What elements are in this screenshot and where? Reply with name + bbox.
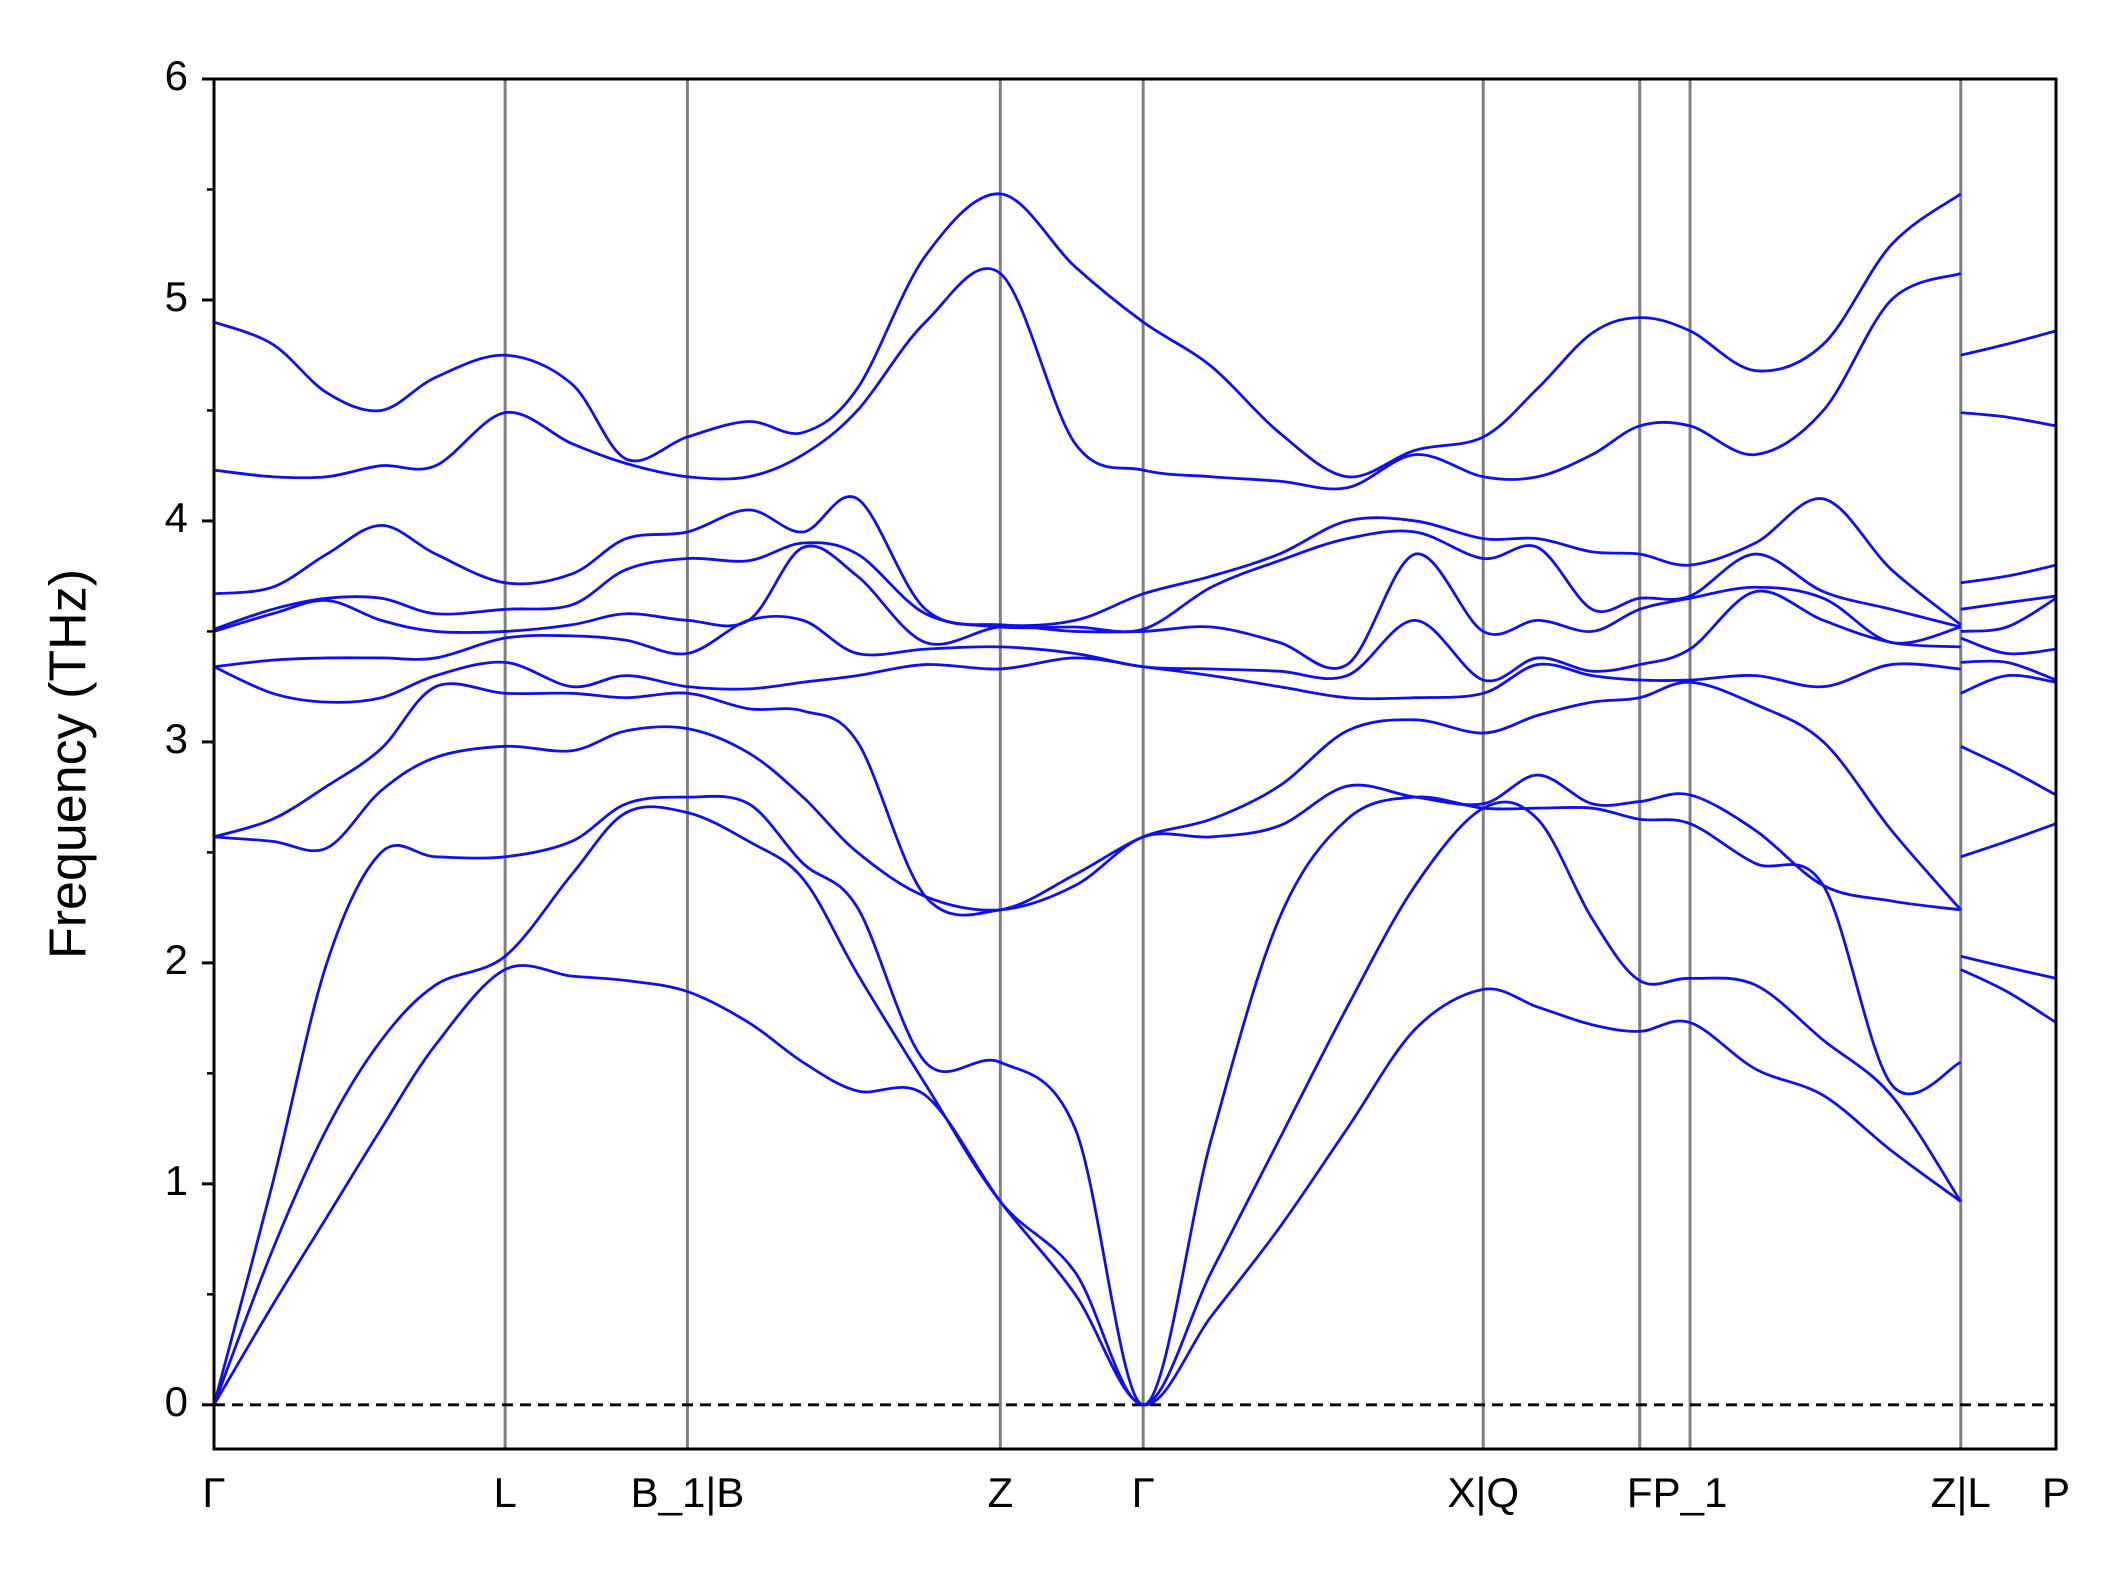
band-line — [213, 544, 2057, 670]
y-tick-label: 3 — [165, 715, 188, 762]
x-tick-label: Γ — [202, 1469, 225, 1516]
x-tick-label: L — [493, 1469, 516, 1516]
band-line — [213, 267, 2057, 491]
x-tick-label: X|Q — [1447, 1469, 1519, 1516]
band-line — [213, 495, 2057, 628]
band-line — [213, 589, 2057, 683]
y-tick-label: 0 — [165, 1378, 188, 1425]
band-line — [213, 656, 2057, 704]
y-axis-label: Frequency (THz) — [40, 569, 98, 959]
plot-frame — [212, 77, 2058, 1451]
band-line — [212, 800, 2057, 1407]
x-tick-label: Z|L — [1931, 1469, 1991, 1516]
y-tick-label: 1 — [165, 1157, 188, 1204]
y-tick-label: 2 — [165, 936, 188, 983]
x-tick-label: B_1|B — [631, 1469, 745, 1516]
band-line — [213, 673, 2057, 917]
y-tick-label: 4 — [165, 494, 188, 541]
band-line — [212, 964, 2057, 1407]
x-tick-label: Z — [987, 1469, 1013, 1516]
y-tick-label: 5 — [165, 273, 188, 320]
y-tick-label: 6 — [165, 52, 188, 99]
x-tick-label: P_1 — [1653, 1469, 1728, 1516]
band-line — [213, 725, 2057, 912]
x-tick-label: Γ — [1132, 1469, 1155, 1516]
x-tick-label: F — [1627, 1469, 1653, 1516]
band-line — [213, 192, 2057, 479]
band-line — [213, 529, 2057, 634]
band-line — [212, 794, 2057, 1407]
x-tick-label: P — [2042, 1469, 2070, 1516]
